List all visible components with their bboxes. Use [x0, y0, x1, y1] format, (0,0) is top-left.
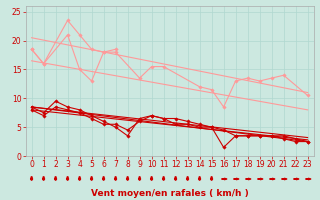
X-axis label: Vent moyen/en rafales ( km/h ): Vent moyen/en rafales ( km/h ) — [91, 189, 248, 198]
